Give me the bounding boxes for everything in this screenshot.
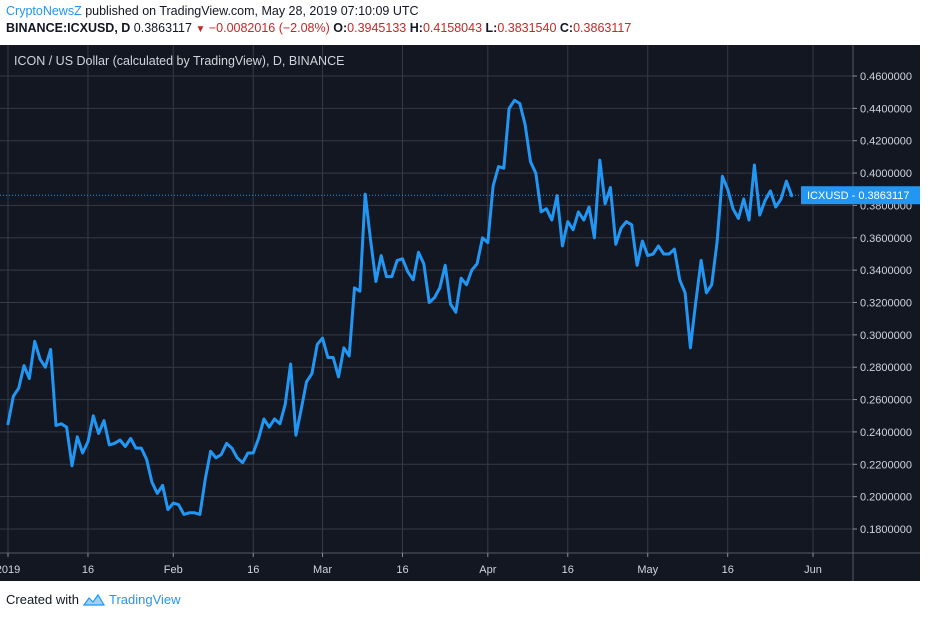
- y-tick-label: 0.4400000: [860, 103, 912, 115]
- x-tick-label: 16: [722, 564, 734, 576]
- y-tick-label: 0.2200000: [860, 459, 912, 471]
- price-line: [6, 98, 794, 516]
- x-tick-label: Apr: [479, 564, 496, 576]
- y-tick-label: 0.3400000: [860, 265, 912, 277]
- time-axis[interactable]: 2019 16 Feb 16 Mar 16 Apr 16 May 16 Jun: [0, 553, 822, 576]
- x-tick-label: May: [637, 564, 658, 576]
- y-tick-label: 0.2400000: [860, 427, 912, 439]
- low-label: L:: [485, 21, 498, 35]
- y-tick-label: 0.2000000: [860, 492, 912, 504]
- x-tick-label: 16: [562, 564, 574, 576]
- chart-title: ICON / US Dollar (calculated by TradingV…: [14, 54, 344, 68]
- x-tick-label: Jun: [804, 564, 822, 576]
- last-price: 0.3863117: [133, 21, 192, 35]
- close-value: 0.3863117: [573, 21, 632, 35]
- low-value: 0.3831540: [497, 21, 557, 35]
- y-tick-label: 0.4600000: [860, 71, 912, 83]
- tradingview-logo-icon: [82, 593, 105, 606]
- down-arrow-icon: ▼: [195, 24, 206, 35]
- x-tick-label: Feb: [164, 564, 183, 576]
- x-tick-label: 16: [247, 564, 259, 576]
- author-link[interactable]: CryptoNewsZ: [6, 4, 82, 18]
- price-change: −0.0082016 (−2.08%): [208, 21, 330, 35]
- publish-header: CryptoNewsZ published on TradingView.com…: [6, 4, 419, 18]
- close-label: C:: [559, 21, 574, 35]
- x-tick-label: 16: [396, 564, 408, 576]
- tradingview-brand-link[interactable]: TradingView: [108, 592, 181, 607]
- y-tick-label: 0.2600000: [860, 395, 912, 407]
- price-axis[interactable]: 0.1800000 0.2000000 0.2200000 0.2400000 0.26…: [853, 71, 912, 536]
- y-tick-label: 0.1800000: [860, 524, 912, 536]
- x-tick-label: 2019: [0, 564, 20, 576]
- ohlc-header: BINANCE:ICXUSD, D 0.3863117 ▼ −0.0082016…: [6, 21, 631, 35]
- y-tick-label: 0.4200000: [860, 136, 912, 148]
- x-tick-label: 16: [82, 564, 94, 576]
- high-value: 0.4158043: [422, 21, 483, 35]
- last-price-tag: ICXUSD - 0.3863117: [801, 186, 920, 205]
- footer: Created with TradingView: [6, 592, 181, 607]
- y-tick-label: 0.4000000: [860, 168, 912, 180]
- price-chart[interactable]: 0.1800000 0.2000000 0.2200000 0.2400000 0.26…: [0, 45, 932, 583]
- open-value: 0.3945133: [347, 21, 407, 35]
- y-tick-label: 0.2800000: [860, 362, 912, 374]
- published-text: published on TradingView.com, May 28, 20…: [85, 4, 419, 18]
- created-with-text: Created with: [6, 592, 79, 607]
- symbol-label: BINANCE:ICXUSD, D: [6, 21, 131, 35]
- open-label: O:: [333, 21, 348, 35]
- last-price-tag-text: ICXUSD - 0.3863117: [807, 190, 910, 202]
- y-tick-label: 0.3600000: [860, 233, 912, 245]
- y-tick-label: 0.3200000: [860, 298, 912, 310]
- y-tick-label: 0.3000000: [860, 330, 912, 342]
- chart-background: [0, 45, 920, 581]
- high-label: H:: [409, 21, 423, 35]
- grid: [0, 45, 853, 553]
- x-tick-label: Mar: [313, 564, 332, 576]
